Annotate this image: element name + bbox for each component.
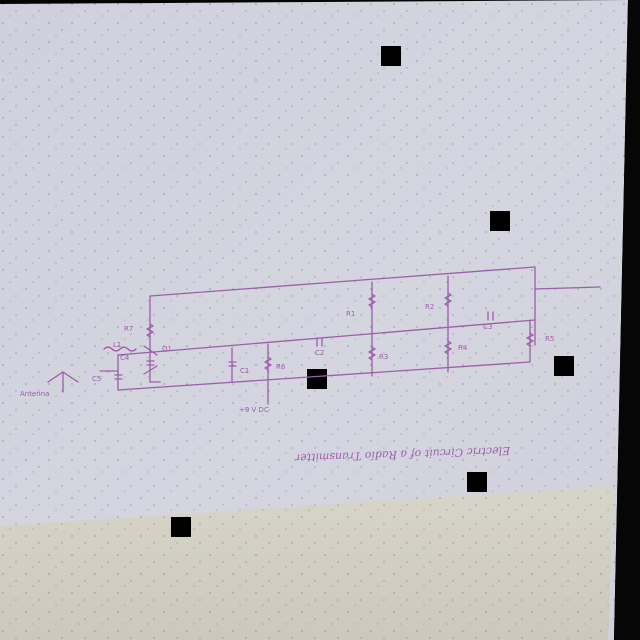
resistor-r5	[526, 332, 534, 347]
capacitor-c3	[487, 311, 494, 321]
label-r2: R2	[425, 303, 434, 311]
capacitor-c1	[228, 361, 237, 367]
resistor-r2	[444, 292, 452, 307]
top-wire	[149, 266, 536, 297]
redaction-block	[381, 46, 401, 66]
transistor-q1	[143, 345, 161, 383]
label-c2: C2	[315, 349, 324, 357]
capacitor-c2	[316, 337, 323, 347]
redaction-block	[467, 472, 487, 492]
output-wire	[534, 286, 601, 290]
redaction-block	[171, 517, 191, 537]
redaction-block	[554, 356, 574, 376]
label-antenna: Antenna	[20, 390, 49, 398]
resistor-r3	[368, 346, 376, 361]
coil-l1	[103, 346, 137, 352]
resistor-r1	[368, 293, 376, 308]
middle-wire	[117, 319, 536, 356]
capacitor-c4	[146, 360, 155, 366]
resistor-r4	[444, 340, 452, 355]
redaction-block	[307, 369, 327, 389]
label-q1: Q1	[162, 345, 172, 353]
label-supply: +9 V DC	[239, 406, 269, 414]
redaction-block	[490, 211, 510, 231]
label-c4: C4	[120, 354, 130, 362]
label-l1: L1	[113, 341, 121, 349]
capacitor-c5	[114, 374, 123, 380]
label-r3: R3	[379, 353, 388, 361]
label-c3: C3	[483, 323, 492, 331]
label-r1: R1	[346, 310, 355, 318]
antenna-symbol	[47, 370, 119, 393]
label-r6: R6	[276, 363, 286, 371]
label-c1: C1	[240, 367, 249, 375]
resistor-r7	[146, 323, 154, 338]
label-r5: R5	[545, 335, 554, 343]
resistor-r6	[264, 356, 272, 371]
label-r4: R4	[458, 344, 468, 352]
label-r7: R7	[124, 325, 133, 333]
label-c5: C5	[92, 375, 101, 383]
lower-wire	[117, 361, 531, 391]
background-edge	[614, 0, 640, 640]
